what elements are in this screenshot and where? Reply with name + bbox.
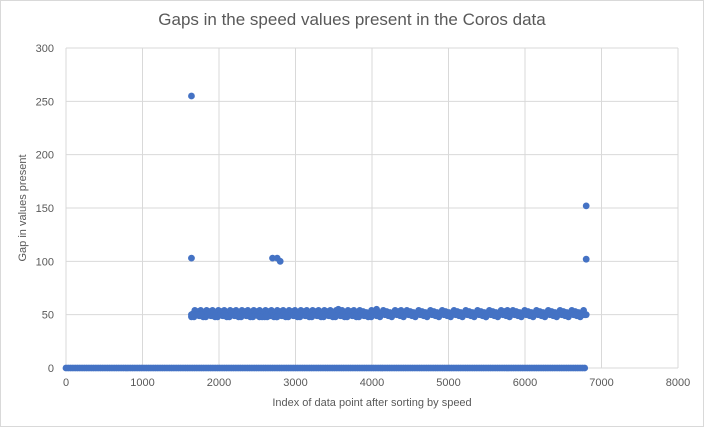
data-point: [582, 311, 590, 319]
data-point: [273, 313, 281, 321]
data-point: [334, 305, 342, 313]
y-tick-label: 200: [36, 150, 54, 162]
x-tick-label: 6000: [513, 377, 537, 389]
data-point: [373, 305, 380, 313]
x-tick-label: 3000: [283, 377, 307, 389]
data-points: [62, 92, 590, 372]
data-point: [367, 313, 375, 321]
data-point: [256, 313, 263, 321]
data-point: [482, 313, 490, 321]
y-tick-label: 250: [36, 96, 54, 108]
x-tick-label: 4000: [360, 377, 384, 389]
data-point: [188, 92, 195, 100]
y-tick-label: 0: [48, 363, 54, 375]
data-point: [188, 254, 195, 262]
x-tick-label: 2000: [207, 377, 231, 389]
data-point: [581, 364, 589, 372]
x-tick-label: 1000: [130, 377, 154, 389]
y-tick-label: 150: [36, 203, 54, 215]
data-point: [582, 202, 590, 210]
data-point: [276, 257, 284, 265]
data-point: [397, 307, 405, 314]
y-tick-label: 100: [36, 256, 54, 268]
data-point: [197, 311, 205, 319]
x-tick-label: 5000: [436, 377, 460, 389]
y-tick-label: 300: [36, 43, 54, 55]
x-axis-label: Index of data point after sorting by spe…: [272, 397, 472, 409]
data-point: [582, 255, 590, 263]
data-point: [263, 313, 271, 321]
x-tick-labels: 0 1000 2000 3000 4000 5000 6000 7000 8000: [63, 377, 690, 389]
y-tick-labels: 0 50 100 150 200 250 300: [36, 43, 54, 375]
x-tick-label: 8000: [666, 377, 690, 389]
data-point: [504, 307, 511, 314]
chart-title: Gaps in the speed values present in the …: [158, 10, 546, 29]
x-tick-label: 7000: [589, 377, 613, 389]
y-tick-label: 50: [42, 310, 54, 322]
x-tick-label: 0: [63, 377, 69, 389]
